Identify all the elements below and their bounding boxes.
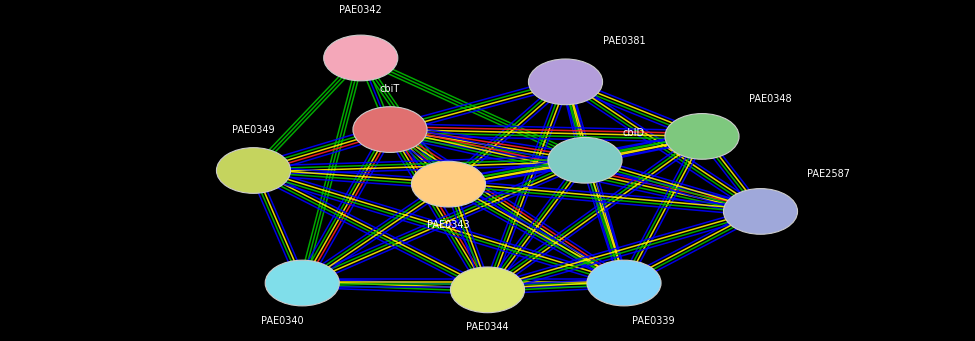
Ellipse shape bbox=[216, 148, 291, 193]
Ellipse shape bbox=[587, 260, 661, 306]
Text: cbiT: cbiT bbox=[380, 84, 400, 94]
Ellipse shape bbox=[450, 267, 525, 313]
Text: PAE0340: PAE0340 bbox=[261, 315, 304, 326]
Ellipse shape bbox=[265, 260, 339, 306]
Text: PAE0339: PAE0339 bbox=[632, 315, 675, 326]
Text: PAE0381: PAE0381 bbox=[603, 36, 645, 46]
Text: PAE0348: PAE0348 bbox=[749, 94, 792, 104]
Text: PAE0343: PAE0343 bbox=[427, 220, 470, 230]
Ellipse shape bbox=[324, 35, 398, 81]
Text: PAE2587: PAE2587 bbox=[807, 169, 850, 179]
Text: PAE0342: PAE0342 bbox=[339, 5, 382, 15]
Ellipse shape bbox=[528, 59, 603, 105]
Text: PAE0344: PAE0344 bbox=[466, 322, 509, 332]
Ellipse shape bbox=[353, 107, 427, 152]
Ellipse shape bbox=[411, 161, 486, 207]
Ellipse shape bbox=[548, 137, 622, 183]
Ellipse shape bbox=[665, 114, 739, 159]
Text: cbID: cbID bbox=[623, 128, 644, 138]
Text: PAE0349: PAE0349 bbox=[232, 124, 275, 135]
Ellipse shape bbox=[723, 189, 798, 234]
